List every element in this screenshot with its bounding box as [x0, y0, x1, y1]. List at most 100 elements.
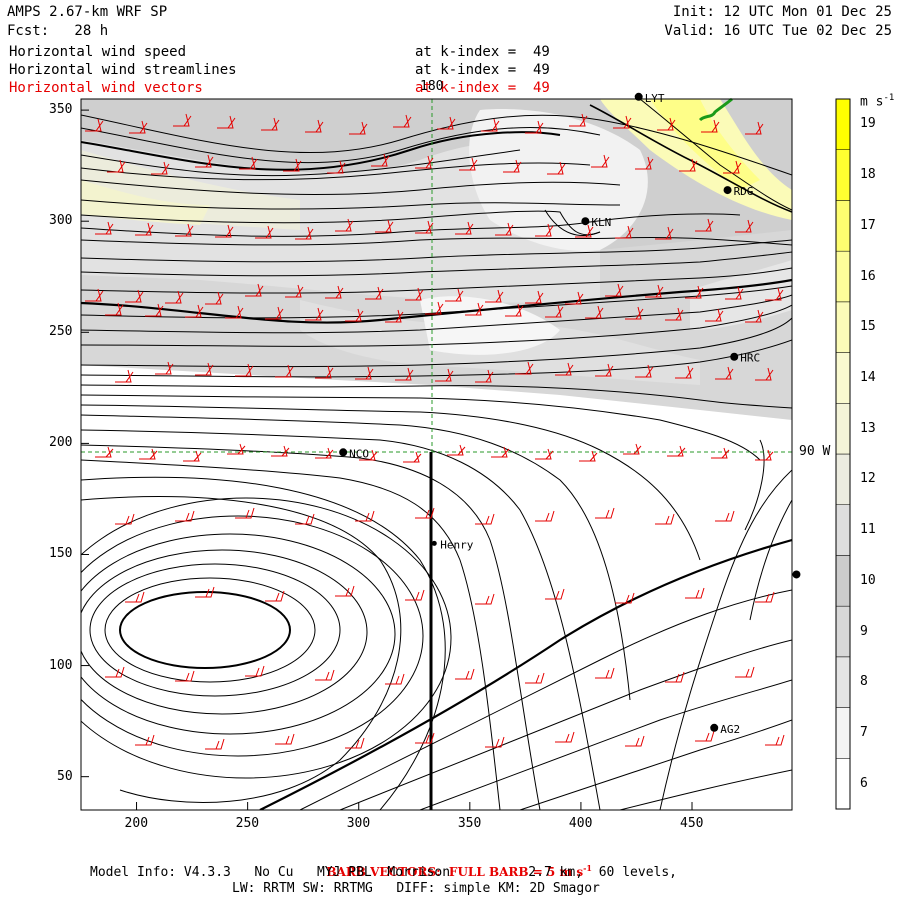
- colorbar-level-label: 18: [860, 167, 876, 183]
- colorbar-level-label: 15: [860, 319, 876, 335]
- wind-barb: [685, 285, 704, 299]
- wind-barb: [283, 158, 302, 172]
- wind-barb: [265, 590, 285, 602]
- wind-barb: [455, 221, 474, 235]
- wind-barb: [547, 161, 566, 175]
- wind-barb: [135, 222, 154, 236]
- colorbar-swatch: [835, 98, 851, 150]
- wind-barb: [755, 591, 775, 603]
- field-name-vectors: Horizontal wind vectors: [9, 80, 203, 96]
- station-marker: [730, 352, 739, 361]
- wind-barb: [315, 447, 334, 459]
- wind-barb: [635, 364, 654, 378]
- streamlines: [81, 99, 792, 810]
- wind-barb: [271, 445, 290, 457]
- wind-barb: [129, 120, 148, 134]
- colorbar-swatch: [835, 758, 851, 810]
- station-marker: [792, 570, 801, 579]
- colorbar-level-label: 6: [860, 775, 868, 791]
- wind-barb: [525, 672, 545, 684]
- field-name-streamlines: Horizontal wind streamlines: [9, 62, 237, 78]
- wind-barb: [615, 225, 634, 239]
- wind-barb: [465, 302, 484, 316]
- wind-barb: [235, 363, 254, 377]
- model-title: AMPS 2.67-km WRF SP: [7, 4, 168, 20]
- y-tick-label: 250: [49, 324, 73, 340]
- wind-barb: [515, 361, 534, 375]
- wind-barb: [701, 119, 720, 133]
- wind-barb: [425, 301, 444, 315]
- wind-barb: [455, 668, 475, 680]
- wind-barb: [185, 304, 204, 318]
- wind-barb: [635, 156, 654, 170]
- wind-barb: [485, 736, 505, 748]
- colorbar-level-label: 9: [860, 623, 868, 639]
- station-label: AG2: [720, 723, 740, 736]
- y-tick-label: 300: [49, 213, 73, 229]
- wind-barb: [569, 113, 588, 127]
- wind-barb: [85, 288, 104, 302]
- field-level-vectors: at k-index = 49: [415, 80, 550, 96]
- wind-barb: [555, 731, 575, 743]
- colorbar-frame: [835, 98, 851, 810]
- wind-barb: [755, 367, 774, 381]
- wind-barb: [405, 287, 424, 301]
- field-level-speed: at k-index = 49: [415, 44, 550, 60]
- wind-barb: [139, 448, 158, 460]
- wind-barb: [105, 666, 125, 678]
- wind-barb: [285, 284, 304, 298]
- x-tick-label: 350: [457, 816, 482, 831]
- wind-barb: [385, 673, 405, 685]
- colorbar-swatch: [835, 403, 851, 455]
- station-marker: [710, 723, 719, 732]
- colorbar-level-label: 16: [860, 268, 876, 284]
- wind-barb: [415, 220, 434, 234]
- wind-barb: [555, 362, 574, 376]
- wind-barb: [625, 306, 644, 320]
- wind-barb: [107, 159, 126, 173]
- wind-barb: [715, 366, 734, 380]
- wind-barb: [625, 735, 645, 747]
- wind-barb: [579, 450, 598, 462]
- wind-barb: [85, 118, 104, 132]
- station-label: KLN: [591, 216, 611, 229]
- wind-barb: [645, 284, 664, 298]
- colorbar-level-label: 11: [860, 522, 876, 538]
- station-marker: [723, 186, 732, 195]
- colorbar-swatch: [835, 707, 851, 759]
- wind-barb: [665, 307, 684, 321]
- colorbar-swatch: [835, 605, 851, 658]
- x-tick-label: 450: [680, 816, 704, 831]
- coastline: [698, 97, 733, 122]
- colorbar-swatch: [835, 352, 851, 404]
- wind-barb: [235, 507, 255, 519]
- colorbar-level-label: 8: [860, 674, 868, 690]
- wind-barb: [95, 221, 114, 235]
- wind-barb: [415, 507, 435, 519]
- wind-barb: [183, 450, 202, 462]
- wind-barb: [595, 667, 615, 679]
- colorbar-swatch: [835, 301, 851, 353]
- map-frame: [80, 98, 793, 811]
- parallel-label: 90 W: [799, 444, 831, 459]
- x-axis-ticks: [136, 802, 693, 810]
- wind-barb: [575, 224, 594, 238]
- station-label: HRC: [740, 352, 760, 365]
- x-tick-label: 400: [568, 816, 593, 831]
- wind-barb: [359, 449, 378, 461]
- wind-barb: [565, 291, 584, 305]
- wind-barb: [227, 443, 246, 455]
- wind-barb: [447, 444, 466, 456]
- wind-barb: [217, 115, 236, 129]
- wind-barb: [475, 513, 495, 525]
- wind-barb: [239, 156, 258, 170]
- x-tick-label: 250: [235, 816, 260, 831]
- wind-barb: [735, 666, 755, 678]
- field-name-speed: Horizontal wind speed: [9, 44, 187, 60]
- y-tick-label: 200: [49, 435, 73, 451]
- wind-barb: [355, 366, 374, 380]
- stations: KLN RDG HRC NCO Henry AG2 LYT: [339, 92, 801, 736]
- wind-barb: [349, 121, 368, 135]
- station-label: NCO: [349, 447, 369, 460]
- colorbar-swatch: [835, 504, 851, 556]
